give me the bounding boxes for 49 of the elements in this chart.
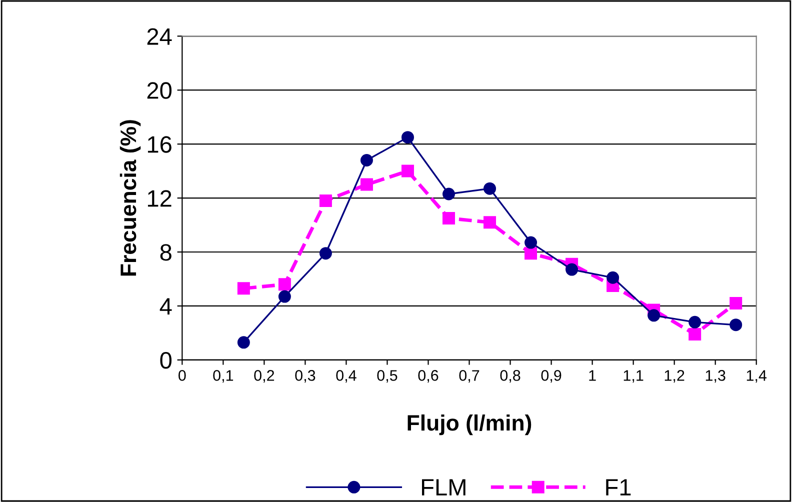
x-tick-label: 0,5 [377,370,398,383]
x-tick-label: 0,8 [500,370,520,383]
point [730,297,742,310]
point [401,164,414,178]
y-tick-label: 8 [160,244,172,261]
point [319,247,332,260]
x-tick-label: 0,6 [418,370,438,383]
point [360,178,373,191]
point [278,278,291,291]
point [401,131,414,144]
x-tick-label: 1,1 [624,370,644,383]
x-axis-title: Flujo (l/min) [408,414,532,436]
x-tick-label: 0 [178,370,186,381]
point [524,236,538,249]
point [442,188,456,200]
point [524,247,538,260]
y-tick-label: 0 [160,352,172,369]
x-tick-label: 1,3 [706,370,726,383]
y-tick-label: 20 [147,82,172,99]
y-tick-label: 16 [148,136,172,153]
x-tick-label: 1,4 [746,370,767,383]
legend-label: F1 [606,479,631,496]
point [360,154,373,167]
y-axis-title: Frecuencia (%) [120,120,141,276]
x-tick-label: 0,1 [213,370,234,383]
point [484,216,496,229]
point [319,194,332,207]
point [566,263,578,276]
legend-label: FLM [422,479,466,496]
x-tick-label: 0,2 [254,370,274,383]
x-tick-label: 0,7 [459,370,480,383]
y-tick-label: 4 [160,298,172,315]
y-tick-label: 24 [147,28,172,45]
x-tick-label: 1 [589,370,596,381]
point [484,182,496,195]
x-tick-label: 0,9 [541,370,562,383]
point [278,290,291,303]
point [688,328,702,341]
point [237,282,250,295]
y-tick-label: 12 [148,190,172,207]
point [237,336,250,349]
point [688,316,702,328]
point [730,318,742,332]
x-tick-label: 0,3 [295,370,316,383]
point [442,212,456,225]
x-tick-label: 0,4 [336,370,356,383]
point [648,309,660,322]
x-tick-label: 1,2 [664,370,684,383]
point [606,271,620,284]
